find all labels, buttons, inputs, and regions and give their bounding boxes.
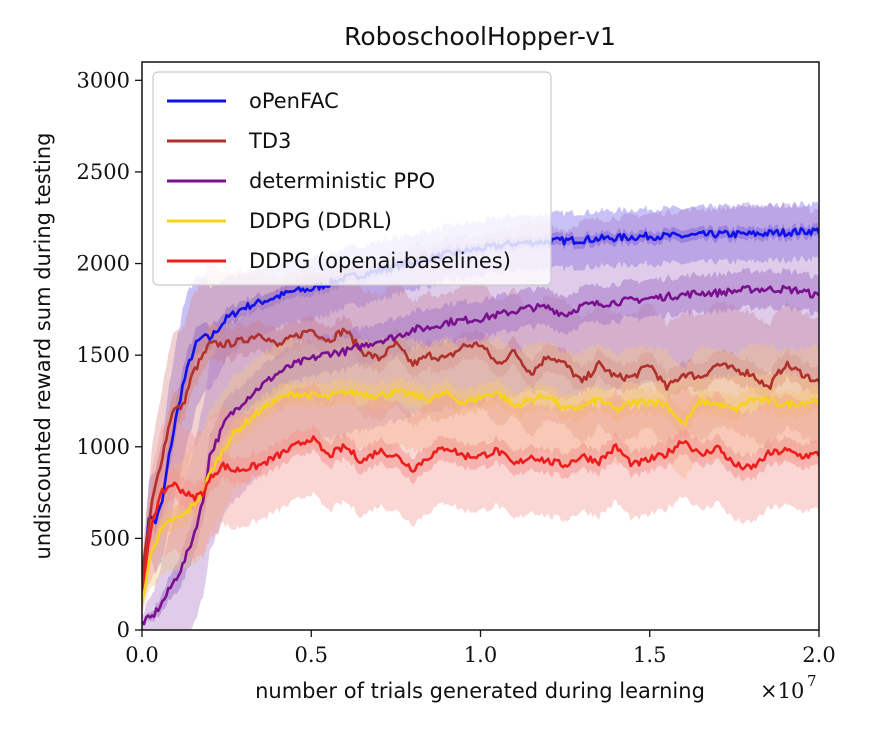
y-axis-label: undiscounted reward sum during testing: [31, 133, 55, 560]
y-tick-label: 0: [117, 618, 130, 642]
x-tick-label: 0.0: [125, 643, 158, 667]
legend-frame: [152, 71, 552, 286]
legend-label-td3: TD3: [248, 129, 291, 153]
band-inner-ddpg-openai-baselines: [142, 424, 819, 594]
x-tick-label: 0.5: [295, 643, 328, 667]
x-multiplier-base: ×10: [760, 679, 804, 703]
x-axis: 0.0 0.5 1.0 1.5 2.0: [125, 630, 836, 667]
band-outer-openfac: [142, 200, 819, 609]
line-deterministic-ppo: [142, 284, 819, 626]
y-tick-label: 1000: [77, 435, 130, 459]
y-tick-label: 3000: [77, 68, 130, 92]
legend-label-deterministic-ppo: deterministic PPO: [249, 169, 435, 193]
x-tick-label: 2.0: [802, 643, 835, 667]
line-ddpg-ddrl: [142, 388, 819, 606]
band-outer-ddpg-openai-baselines: [142, 381, 819, 605]
x-axis-multiplier: ×10 7: [760, 672, 817, 703]
x-tick-label: 1.0: [464, 643, 497, 667]
y-tick-label: 2500: [77, 160, 130, 184]
legend-label-ddpg-ddrl: DDPG (DDRL): [249, 209, 392, 233]
legend-label-openfac: oPenFAC: [249, 89, 339, 113]
line-ddpg-openai-baselines: [142, 435, 819, 591]
x-multiplier-exponent: 7: [807, 672, 817, 690]
line-td3: [142, 327, 819, 577]
y-axis: 0 500 1000 1500 2000 2500 3000: [77, 68, 142, 642]
chart-title: RoboschoolHopper-v1: [344, 22, 616, 51]
x-tick-label: 1.5: [633, 643, 666, 667]
y-tick-label: 2000: [77, 252, 130, 276]
x-axis-label: number of trials generated during learni…: [255, 679, 705, 703]
y-tick-label: 1500: [77, 343, 130, 367]
y-tick-label: 500: [90, 526, 130, 550]
legend-label-ddpg-openai-baselines: DDPG (openai-baselines): [249, 249, 511, 273]
legend: oPenFAC TD3 deterministic PPO DDPG (DDRL) DD…: [152, 71, 552, 286]
